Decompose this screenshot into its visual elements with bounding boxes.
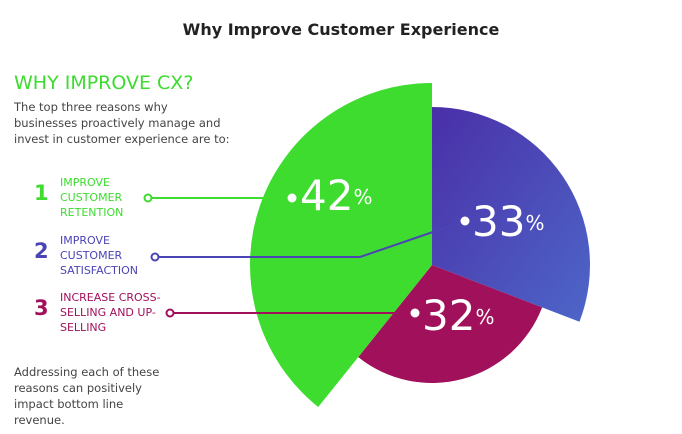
connector-dot bbox=[410, 308, 420, 318]
pie-slice bbox=[432, 107, 590, 322]
value-label: 32% bbox=[422, 291, 494, 340]
legend-label: INCREASE CROSS-SELLING AND UP-SELLING bbox=[60, 291, 161, 334]
rank-number: 3 bbox=[34, 296, 49, 320]
connector-dot bbox=[460, 216, 470, 226]
pie-slice bbox=[249, 83, 432, 408]
chart-title: Why Improve Customer Experience bbox=[182, 20, 500, 39]
intro: The top three reasons why businesses pro… bbox=[14, 100, 230, 146]
rank-number: 2 bbox=[34, 239, 49, 263]
value-number: 32 bbox=[422, 291, 475, 340]
value-label: 42% bbox=[300, 171, 372, 220]
heading: WHY IMPROVE CX? bbox=[14, 72, 194, 94]
connector-dot bbox=[150, 252, 160, 262]
value-number: 33 bbox=[472, 197, 525, 246]
connector-dot bbox=[143, 193, 153, 203]
rank-number: 1 bbox=[34, 181, 49, 205]
legend-label: IMPROVE CUSTOMER SATISFACTION bbox=[60, 234, 138, 277]
value-label: 33% bbox=[472, 197, 544, 246]
legend-label: IMPROVE CUSTOMER RETENTION bbox=[60, 176, 124, 219]
value-unit: % bbox=[353, 185, 372, 209]
connector-dot bbox=[165, 308, 175, 318]
value-number: 42 bbox=[300, 171, 353, 220]
pie-slice bbox=[358, 265, 543, 383]
value-unit: % bbox=[475, 305, 494, 329]
connector-line bbox=[155, 220, 466, 258]
footnote: Addressing each of these reasons can pos… bbox=[14, 365, 160, 427]
value-unit: % bbox=[525, 211, 544, 235]
connector-dot bbox=[287, 193, 297, 203]
